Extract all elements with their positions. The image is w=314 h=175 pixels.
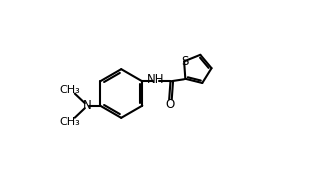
Text: S: S <box>182 55 189 68</box>
Text: O: O <box>166 98 175 111</box>
Text: CH₃: CH₃ <box>60 85 81 94</box>
Text: NH: NH <box>147 73 164 86</box>
Text: N: N <box>83 99 91 112</box>
Text: CH₃: CH₃ <box>60 117 81 127</box>
